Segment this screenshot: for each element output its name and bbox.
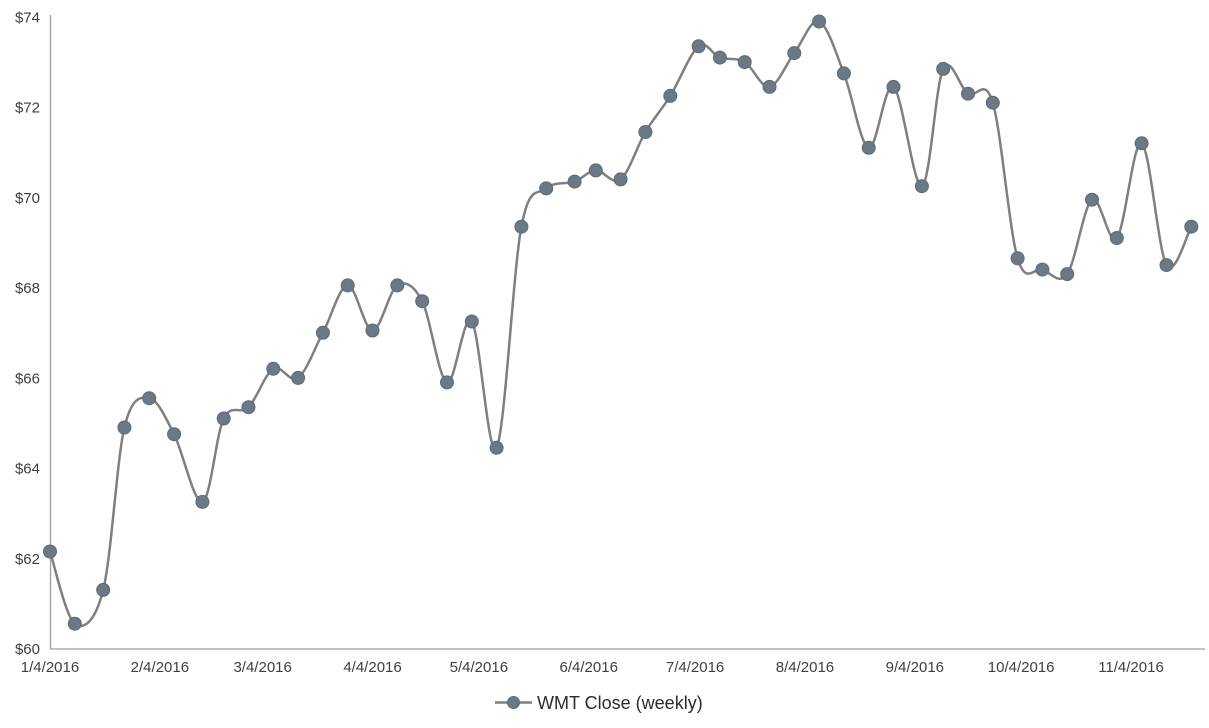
- data-point-marker: [567, 174, 582, 189]
- legend: WMT Close (weekly): [495, 693, 703, 713]
- data-point-marker: [390, 278, 405, 293]
- data-point-marker: [117, 420, 132, 435]
- data-point-marker: [266, 361, 281, 376]
- data-point-marker: [936, 61, 951, 76]
- data-point-marker: [464, 314, 479, 329]
- data-point-marker: [1010, 251, 1025, 266]
- x-axis-label: 10/4/2016: [988, 659, 1055, 676]
- legend-label: WMT Close (weekly): [537, 693, 703, 713]
- y-axis-label: $74: [15, 10, 40, 27]
- data-point-marker: [638, 125, 653, 139]
- x-axis-tick-labels: 1/4/2016 2/4/2016 3/4/2016 4/4/2016 5/4/2016…: [21, 659, 1164, 676]
- data-point-marker: [539, 181, 554, 196]
- data-point-marker: [691, 39, 706, 54]
- data-point-marker: [315, 325, 330, 340]
- data-point-marker: [96, 582, 111, 597]
- data-point-marker: [1085, 192, 1099, 207]
- x-axis-label: 7/4/2016: [666, 659, 724, 676]
- y-axis-label: $64: [15, 461, 40, 478]
- x-axis-label: 1/4/2016: [21, 659, 79, 676]
- data-point-marker: [1109, 231, 1124, 245]
- data-point-marker: [613, 172, 628, 187]
- data-point-marker: [787, 46, 802, 61]
- data-point-marker: [861, 140, 876, 155]
- series-wmt-close: [43, 14, 1199, 631]
- data-point-marker: [812, 14, 827, 29]
- data-point-marker: [588, 163, 603, 178]
- data-point-marker: [737, 55, 752, 70]
- data-point-marker: [712, 50, 727, 65]
- x-axis-label: 4/4/2016: [343, 659, 401, 676]
- data-point-marker: [886, 79, 901, 94]
- data-point-marker: [142, 391, 157, 406]
- y-axis-label: $62: [15, 551, 40, 568]
- data-point-marker: [514, 219, 529, 234]
- data-point-marker: [836, 66, 851, 81]
- y-axis-label: $72: [15, 100, 40, 117]
- x-axis-label: 11/4/2016: [1098, 659, 1164, 676]
- data-point-marker: [663, 88, 678, 103]
- x-axis-label: 9/4/2016: [886, 659, 944, 676]
- y-axis-tick-labels: $60 $62 $64 $66 $68 $70 $72 $74: [15, 10, 40, 659]
- data-point-marker: [415, 294, 430, 309]
- series-line: [48, 20, 1193, 627]
- y-axis-label: $70: [15, 190, 40, 207]
- data-point-marker: [1060, 267, 1075, 282]
- y-axis-label: $68: [15, 280, 40, 297]
- data-point-marker: [67, 616, 82, 631]
- x-axis-label: 2/4/2016: [131, 659, 189, 676]
- data-point-marker: [1134, 136, 1149, 151]
- x-axis-label: 5/4/2016: [450, 659, 508, 676]
- y-axis-label: $60: [15, 641, 40, 658]
- data-point-marker: [241, 400, 256, 415]
- x-axis-label: 8/4/2016: [776, 659, 834, 676]
- data-point-marker: [216, 411, 231, 426]
- x-axis-label: 3/4/2016: [233, 659, 291, 676]
- data-point-marker: [914, 179, 929, 194]
- data-point-marker: [489, 440, 504, 455]
- data-point-marker: [1035, 262, 1050, 277]
- data-point-marker: [1184, 219, 1199, 234]
- data-point-marker: [985, 95, 1000, 110]
- data-point-marker: [43, 544, 57, 559]
- data-point-marker: [167, 427, 182, 442]
- y-axis-label: $66: [15, 370, 40, 387]
- data-point-marker: [195, 494, 210, 509]
- data-point-marker: [365, 323, 380, 338]
- data-point-marker: [291, 370, 306, 385]
- data-point-marker: [340, 278, 355, 293]
- x-axis-label: 6/4/2016: [560, 659, 618, 676]
- data-point-marker: [440, 375, 454, 390]
- data-point-marker: [961, 86, 975, 101]
- legend-marker-dot: [507, 696, 520, 709]
- data-point-marker: [1159, 258, 1174, 273]
- data-point-marker: [762, 79, 777, 94]
